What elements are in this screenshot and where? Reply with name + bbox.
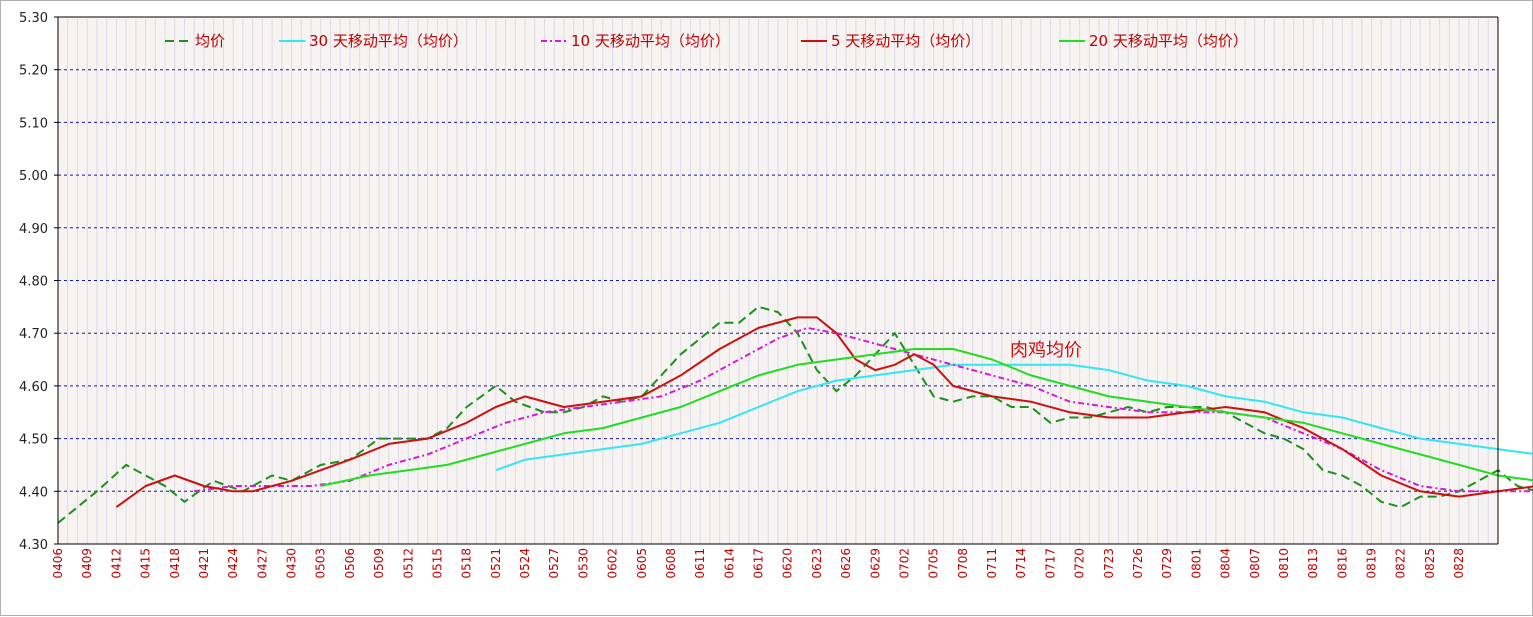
x-tick-label: 0810 bbox=[1277, 548, 1291, 579]
series-ma20-line bbox=[320, 348, 1533, 487]
x-tick-label: 0415 bbox=[139, 548, 153, 579]
x-tick-label: 0819 bbox=[1365, 548, 1379, 579]
x-tick-label: 0605 bbox=[635, 548, 649, 579]
x-tick-label: 0720 bbox=[1073, 548, 1087, 579]
legend-label-ma10: 10 天移动平均（均价） bbox=[571, 32, 730, 50]
x-tick-label: 0527 bbox=[547, 548, 561, 579]
x-tick-label: 0729 bbox=[1160, 548, 1174, 579]
x-tick-label: 0723 bbox=[1102, 548, 1116, 579]
x-tick-label: 0816 bbox=[1335, 548, 1349, 579]
y-tick-label: 5.10 bbox=[19, 116, 48, 131]
x-tick-label: 0705 bbox=[927, 548, 941, 579]
x-tick-label: 0521 bbox=[489, 548, 503, 579]
x-tick-label: 0418 bbox=[168, 548, 182, 579]
x-tick-label: 0424 bbox=[226, 548, 240, 579]
x-tick-label: 0430 bbox=[285, 548, 299, 579]
chart-title: 肉鸡均价 bbox=[1010, 340, 1082, 361]
x-tick-label: 0608 bbox=[664, 548, 678, 579]
x-tick-label: 0406 bbox=[51, 548, 65, 579]
x-tick-label: 0611 bbox=[693, 548, 707, 579]
y-tick-label: 4.50 bbox=[19, 433, 48, 448]
x-tick-label: 0708 bbox=[956, 548, 970, 579]
x-tick-label: 0524 bbox=[518, 548, 532, 579]
legend-label-ma30: 30 天移动平均（均价） bbox=[309, 32, 468, 50]
legend-label-ma20: 20 天移动平均（均价） bbox=[1089, 32, 1248, 50]
legend: 均价 30 天移动平均（均价） 10 天移动平均（均价） 5 天移动平均（均价） 20 … bbox=[165, 32, 1248, 50]
x-tick-label: 0828 bbox=[1452, 548, 1466, 579]
x-tick-label: 0711 bbox=[985, 548, 999, 579]
x-tick-labels: 0406 0409 0412 0415 0418 0421 0424 0427 0430 0503… bbox=[51, 548, 1466, 579]
y-tick-label: 4.90 bbox=[19, 222, 48, 237]
x-tick-label: 0515 bbox=[431, 548, 445, 579]
y-tick-label: 5.00 bbox=[19, 169, 48, 184]
x-tick-label: 0702 bbox=[898, 548, 912, 579]
y-tick-label: 4.60 bbox=[19, 380, 48, 395]
x-tick-label: 0822 bbox=[1394, 548, 1408, 579]
x-tick-label: 0412 bbox=[109, 548, 123, 579]
x-tick-label: 0813 bbox=[1306, 548, 1320, 579]
x-tick-label: 0717 bbox=[1043, 548, 1057, 579]
y-tick-label: 4.70 bbox=[19, 327, 48, 342]
y-tick-label: 5.30 bbox=[19, 11, 48, 26]
x-tick-label: 0620 bbox=[781, 548, 795, 579]
x-tick-label: 0801 bbox=[1189, 548, 1203, 579]
x-tick-label: 0626 bbox=[839, 548, 853, 579]
x-tick-label: 0518 bbox=[460, 548, 474, 579]
x-tick-label: 0409 bbox=[80, 548, 94, 579]
x-tick-label: 0617 bbox=[752, 548, 766, 579]
y-tick-label: 4.30 bbox=[19, 538, 48, 553]
x-tick-label: 0623 bbox=[810, 548, 824, 579]
y-tick-label: 4.80 bbox=[19, 275, 48, 290]
axes bbox=[54, 16, 1499, 545]
legend-label-ma5: 5 天移动平均（均价） bbox=[831, 32, 980, 50]
x-tick-label: 0509 bbox=[372, 548, 386, 579]
series-lines bbox=[57, 305, 1533, 524]
x-tick-label: 0421 bbox=[197, 548, 211, 579]
x-tick-label: 0629 bbox=[868, 548, 882, 579]
x-tick-label: 0512 bbox=[401, 548, 415, 579]
x-tick-label: 0714 bbox=[1014, 548, 1028, 579]
x-tick-label: 0804 bbox=[1219, 548, 1233, 579]
x-tick-label: 0807 bbox=[1248, 548, 1262, 579]
y-tick-labels: 4.30 4.40 4.50 4.60 4.70 4.80 4.90 5.00 5.10 5.20… bbox=[19, 11, 48, 553]
x-tick-label: 0602 bbox=[606, 548, 620, 579]
x-tick-label: 0530 bbox=[576, 548, 590, 579]
series-ma5-line bbox=[115, 316, 1533, 508]
x-tick-label: 0506 bbox=[343, 548, 357, 579]
date-columns bbox=[57, 19, 1499, 544]
x-tick-label: 0427 bbox=[255, 548, 269, 579]
series-ma30-line bbox=[495, 363, 1533, 472]
legend-label-avg: 均价 bbox=[195, 32, 225, 50]
x-tick-label: 0503 bbox=[314, 548, 328, 579]
x-tick-label: 0726 bbox=[1131, 548, 1145, 579]
x-tick-label: 0614 bbox=[722, 548, 736, 579]
y-tick-label: 4.40 bbox=[19, 485, 48, 500]
y-tick-label: 5.20 bbox=[19, 64, 48, 79]
x-tick-label: 0825 bbox=[1423, 548, 1437, 579]
